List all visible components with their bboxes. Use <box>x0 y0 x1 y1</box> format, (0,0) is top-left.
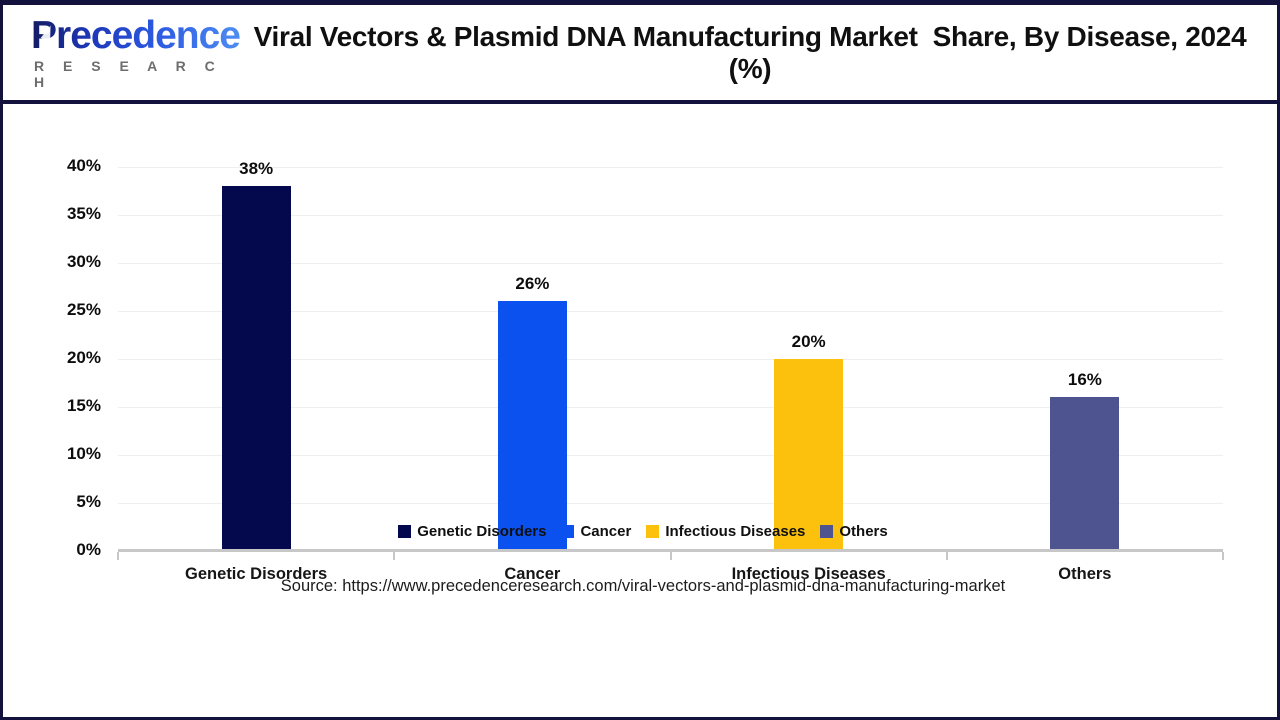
bar <box>221 186 291 551</box>
y-axis-label: 35% <box>66 204 101 223</box>
axis-tick <box>669 552 672 560</box>
bar-value-label: 38% <box>239 159 274 179</box>
y-axis-label: 5% <box>76 492 101 511</box>
bar <box>1050 397 1120 551</box>
gridline <box>118 311 1223 312</box>
y-axis-label: 20% <box>66 348 101 367</box>
x-axis-label: Others <box>1058 565 1112 583</box>
legend-item: Infectious Diseases <box>646 523 805 540</box>
brand-logo: Precedence R E S E A R C H <box>31 16 241 90</box>
legend-label: Cancer <box>580 523 632 540</box>
axis-line <box>118 549 1223 552</box>
gridline <box>118 359 1223 360</box>
header: Precedence R E S E A R C H Viral Vectors… <box>3 5 1277 104</box>
y-axis-label: 25% <box>66 300 101 319</box>
x-axis-label: Genetic Disorders <box>185 565 328 583</box>
gridline <box>118 215 1223 216</box>
y-axis-label: 0% <box>76 540 101 559</box>
axis-tick <box>1222 552 1224 560</box>
bar-value-label: 20% <box>791 332 826 351</box>
legend-swatch-icon <box>646 525 660 538</box>
gridline <box>118 455 1223 456</box>
bar <box>497 301 567 551</box>
chart-title: Viral Vectors & Plasmid DNA Manufacturin… <box>253 20 1254 84</box>
gridline <box>118 263 1223 264</box>
legend: Genetic Disorders Cancer Infectious Diseas… <box>3 523 1277 540</box>
gridline <box>118 167 1223 168</box>
legend-swatch-icon <box>398 525 412 538</box>
bar-value-label: 16% <box>1067 370 1102 390</box>
axis-tick <box>945 552 948 560</box>
legend-label: Others <box>839 523 888 540</box>
legend-swatch-icon <box>820 525 834 538</box>
gridline <box>118 503 1223 504</box>
y-axis-label: 15% <box>66 396 101 415</box>
brand-name: Precedence <box>31 13 241 57</box>
bar-value-label: 26% <box>515 274 550 294</box>
y-axis-label: 40% <box>66 156 101 175</box>
x-axis-label: Cancer <box>504 565 561 583</box>
y-axis-label: 30% <box>66 252 101 271</box>
chart: 0% 5% 10% 15% 20% 25% 30% 35% 40% 38% Genetic Diso… <box>3 109 1277 717</box>
source-text: Source: https://www.precedenceresearch.c… <box>280 577 1006 595</box>
legend-item: Cancer <box>561 523 631 540</box>
legend-label: Infectious Diseases <box>665 523 806 540</box>
axis-tick <box>117 552 119 560</box>
gridline <box>118 407 1223 408</box>
bar <box>774 359 844 551</box>
legend-item: Genetic Disorders <box>398 523 546 540</box>
brand-subtitle: R E S E A R C H <box>34 57 223 90</box>
legend-item: Others <box>820 523 888 540</box>
x-axis-label: Infectious Diseases <box>731 565 886 583</box>
y-axis-label: 10% <box>66 444 101 463</box>
legend-swatch-icon <box>561 525 575 538</box>
legend-label: Genetic Disorders <box>417 523 547 540</box>
axis-tick <box>393 552 396 560</box>
